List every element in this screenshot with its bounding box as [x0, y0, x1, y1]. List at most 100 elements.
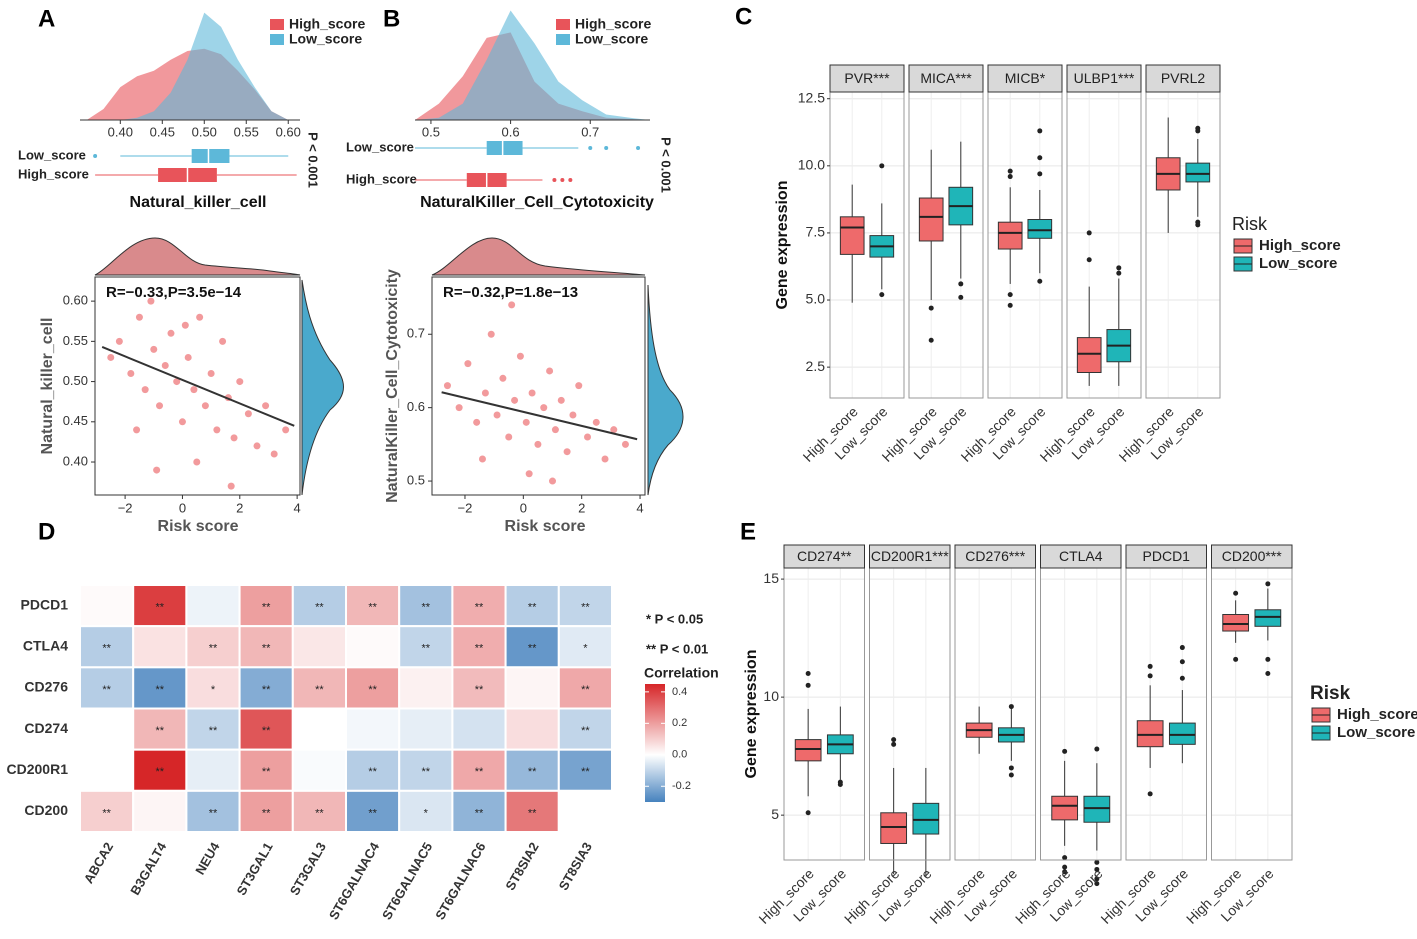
y-tick-label: 15 [763, 570, 779, 586]
point [178, 418, 186, 426]
box [1136, 720, 1164, 748]
point [167, 329, 175, 337]
significance-label: ** [315, 807, 324, 819]
outlier [958, 294, 964, 300]
significance-label: ** [368, 684, 377, 696]
outlier [1265, 671, 1271, 677]
outlier [552, 178, 557, 182]
significance-label: ** [209, 725, 218, 737]
outlier [1179, 675, 1185, 681]
heatmap-cell [79, 707, 135, 751]
point [127, 370, 135, 378]
point [557, 396, 565, 404]
point [219, 337, 227, 345]
category-label: High_score [346, 171, 417, 186]
x-tick-label: 0.40 [108, 124, 133, 139]
strip-label: ULBP1*** [1074, 70, 1135, 86]
legend-label: Low_score [289, 31, 362, 47]
significance-label: * [583, 643, 588, 655]
outlier [1094, 859, 1100, 865]
point [207, 370, 215, 378]
point [455, 404, 463, 412]
significance-label: ** [209, 807, 218, 819]
heatmap-cell [504, 707, 560, 751]
significance-label: ** [262, 766, 271, 778]
point [135, 313, 143, 321]
row-label: CD200R1 [7, 761, 69, 777]
significance-label: ** [581, 725, 590, 737]
column-label: NEU4 [192, 839, 223, 877]
heatmap-cell [185, 789, 241, 833]
outlier [1147, 791, 1153, 797]
box [997, 221, 1023, 250]
outlier [1007, 292, 1013, 298]
outlier [588, 146, 593, 150]
point [592, 418, 600, 426]
category-label: Low_score [18, 147, 86, 162]
strip [869, 544, 951, 569]
heatmap-cell [504, 666, 560, 710]
heatmap-cell [79, 666, 135, 710]
x-tick-label: 0 [520, 500, 527, 515]
heatmap-cell [291, 625, 347, 669]
significance-label: ** [475, 766, 484, 778]
heatmap-cell [291, 789, 347, 833]
significance-label: ** [422, 643, 431, 655]
significance-label: ** [581, 601, 590, 613]
heatmap-cell [79, 584, 135, 628]
significance-label: ** [475, 643, 484, 655]
panel [1146, 92, 1220, 398]
outlier [1037, 155, 1043, 161]
row-label: CTLA4 [23, 637, 68, 653]
point [499, 374, 507, 382]
significance-label: ** [102, 807, 111, 819]
point [196, 313, 204, 321]
colorbar-label: -0.2 [672, 780, 691, 792]
column-label: ST6GALNAC4 [326, 839, 383, 922]
point [190, 386, 198, 394]
x-tick-label: 0.50 [192, 124, 217, 139]
point [227, 482, 235, 490]
legend-title: Risk [1310, 683, 1351, 704]
heatmap-cell [557, 707, 613, 751]
point [213, 426, 221, 434]
point [522, 418, 530, 426]
point [575, 382, 583, 390]
point [528, 389, 536, 397]
point [253, 442, 261, 450]
strip-label: PVRL2 [1161, 70, 1206, 86]
legend-note: * P < 0.05 [646, 611, 703, 626]
significance-label: ** [528, 766, 537, 778]
column-label: B3GALT4 [127, 839, 170, 898]
legend-label: Low_score [575, 31, 648, 47]
outlier [805, 810, 811, 816]
strip-label: CTLA4 [1059, 548, 1103, 564]
outlier [805, 671, 811, 677]
point [115, 337, 123, 345]
strip-label: CD200*** [1222, 548, 1282, 564]
box [1168, 722, 1196, 745]
row-label: CD276 [24, 679, 68, 695]
heatmap-cell [132, 625, 188, 669]
strip [1211, 544, 1293, 569]
significance-label: ** [475, 684, 484, 696]
row-label: PDCD1 [21, 596, 69, 612]
x-axis-title: NaturalKiller_Cell_Cytotoxicity [420, 194, 654, 211]
box [1222, 614, 1250, 632]
outlier [1062, 748, 1068, 754]
point [173, 378, 181, 386]
significance-label: ** [156, 725, 165, 737]
panel [909, 92, 983, 398]
plot-frame [431, 276, 646, 496]
outlier [1062, 855, 1068, 861]
point [516, 352, 524, 360]
point [584, 433, 592, 441]
y-tick-label: 10 [763, 688, 779, 704]
strip [954, 544, 1036, 569]
heatmap-cell [398, 666, 454, 710]
point [610, 426, 618, 434]
outlier [1037, 278, 1043, 284]
significance-label: ** [209, 643, 218, 655]
outlier [958, 281, 964, 287]
